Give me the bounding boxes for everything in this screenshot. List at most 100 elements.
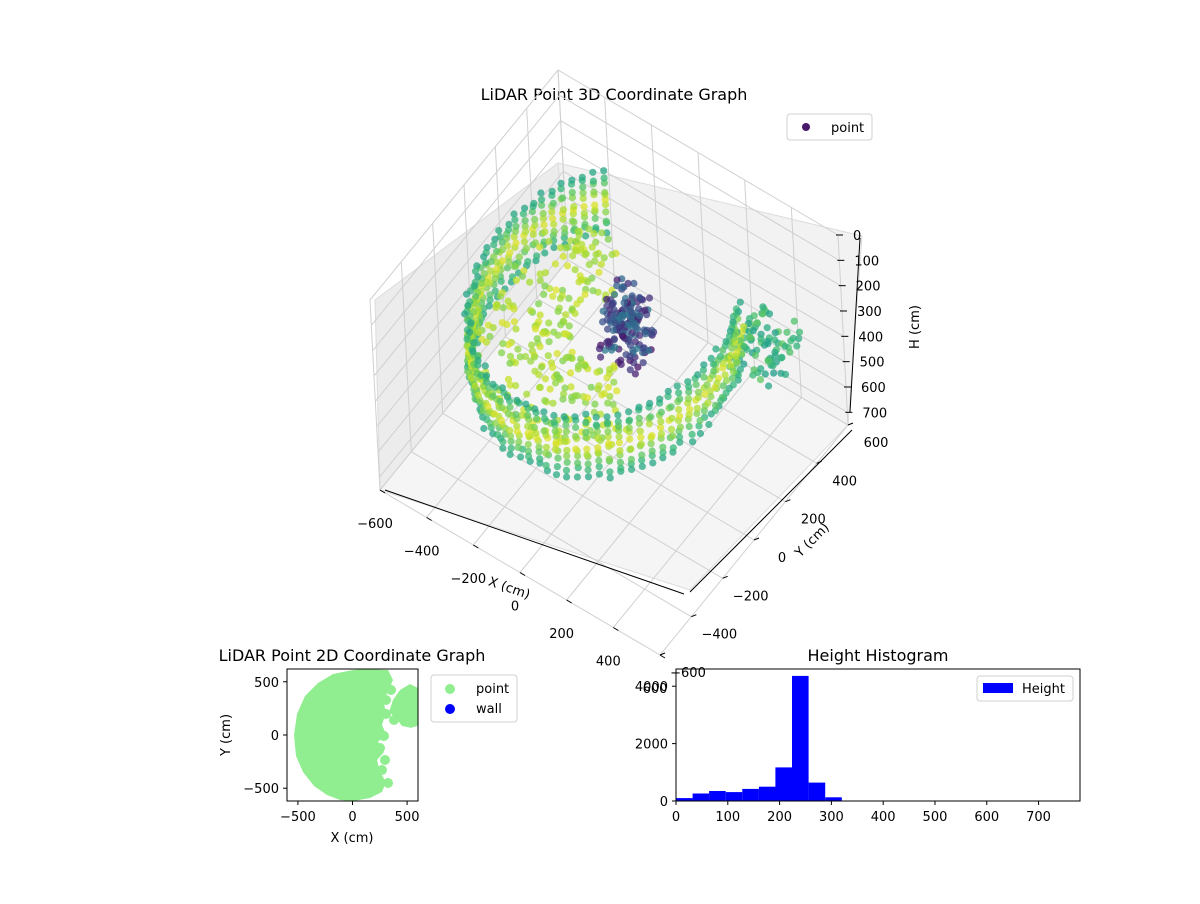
point-3d	[525, 452, 533, 460]
point-3d	[676, 438, 684, 446]
point-3d	[630, 320, 638, 328]
point-3d	[515, 438, 523, 446]
point-3d	[489, 324, 497, 332]
point-3d	[619, 332, 627, 340]
point-3d	[585, 261, 593, 269]
point-3d	[601, 346, 609, 354]
point-3d	[729, 312, 738, 321]
point-3d	[514, 443, 522, 452]
grid-left-y-1	[400, 261, 412, 452]
point-3d	[495, 226, 503, 235]
point-3d	[613, 276, 621, 284]
histogram-xtick-label-0: 0	[672, 810, 680, 825]
point-3d	[519, 210, 528, 218]
point-3d	[638, 456, 646, 464]
point-3d	[765, 310, 774, 318]
x-axis-line	[384, 489, 685, 595]
point-3d	[498, 246, 507, 254]
point-3d	[685, 388, 693, 396]
point-3d	[605, 455, 613, 463]
ticks-3d: −600−400−2000200400600−600−400−200020040…	[357, 229, 888, 697]
point-3d	[770, 369, 778, 377]
point-3d	[536, 343, 544, 351]
y-tick-mark-6	[847, 422, 854, 426]
point-3d	[625, 416, 634, 424]
point-3d	[694, 371, 702, 379]
point-3d	[572, 423, 580, 432]
point-3d	[506, 381, 514, 389]
point-3d	[482, 372, 491, 380]
point-3d	[734, 376, 742, 384]
point-3d	[562, 330, 570, 338]
point-3d	[645, 420, 654, 428]
point-3d	[795, 335, 803, 343]
point-3d	[505, 226, 513, 234]
point-3d	[736, 298, 744, 306]
point-3d	[604, 325, 612, 333]
point-3d	[568, 188, 576, 196]
point-3d	[562, 244, 570, 252]
point-3d	[712, 401, 720, 409]
h-tick-label-0: 0	[853, 229, 861, 244]
point-3d	[604, 399, 612, 407]
point-3d	[603, 295, 611, 303]
point-3d	[563, 458, 571, 466]
point-3d	[567, 237, 575, 245]
histogram-bar	[808, 782, 826, 801]
point-3d	[570, 203, 578, 211]
point-3d	[631, 370, 640, 378]
point-3d	[599, 318, 607, 326]
legend-2d-point-marker	[445, 684, 455, 694]
plot-2d-xlabel: X (cm)	[331, 831, 374, 846]
point-3d	[506, 450, 514, 459]
point-3d	[757, 335, 765, 343]
point-3d	[531, 405, 539, 413]
h-tick-label-3: 300	[857, 305, 882, 320]
point-3d	[604, 235, 612, 243]
point-3d	[725, 332, 734, 340]
point-3d	[470, 339, 478, 347]
point-3d	[530, 423, 539, 432]
point-3d	[560, 390, 568, 398]
point-3d	[572, 445, 580, 453]
point-3d	[593, 428, 602, 436]
histogram-title: Height Histogram	[808, 646, 949, 665]
point-3d	[638, 451, 646, 459]
point-3d	[497, 277, 505, 285]
point-3d	[646, 399, 654, 407]
point-3d	[608, 250, 616, 259]
point-3d	[610, 290, 619, 299]
point-3d	[618, 283, 627, 291]
grid-left-y-2	[432, 223, 444, 414]
point-3d	[633, 344, 641, 353]
point-3d	[685, 411, 693, 419]
point-3d	[639, 359, 647, 367]
point-3d	[602, 217, 610, 225]
point-3d	[727, 361, 735, 369]
point-3d	[548, 208, 556, 216]
point-3d	[530, 199, 538, 207]
point-3d	[573, 300, 581, 308]
grid-back-x-5	[790, 207, 802, 398]
x-tick-mark-0	[379, 489, 386, 494]
point-3d	[717, 397, 725, 405]
point-3d	[647, 330, 655, 338]
point-3d	[571, 246, 579, 254]
point-3d	[491, 275, 499, 283]
legend-2d: point wall	[430, 674, 518, 723]
histogram-xtick-label-1: 100	[715, 810, 740, 825]
histogram-ticks: 0 100 200 300 400 500 600 700 0 2000 4000	[635, 680, 1051, 825]
point-3d	[790, 317, 798, 325]
point-3d	[560, 413, 568, 421]
point-3d	[608, 346, 616, 354]
point-3d	[673, 382, 681, 390]
point-3d	[532, 429, 540, 437]
x-tick-mark-4	[566, 599, 572, 604]
point-3d	[585, 225, 593, 233]
point-3d	[553, 463, 562, 471]
point-3d	[536, 276, 544, 285]
point-3d	[541, 375, 550, 383]
point-3d	[504, 341, 512, 349]
point-3d	[602, 208, 610, 216]
plot-2d-ytick-label-0: −500	[243, 782, 279, 797]
